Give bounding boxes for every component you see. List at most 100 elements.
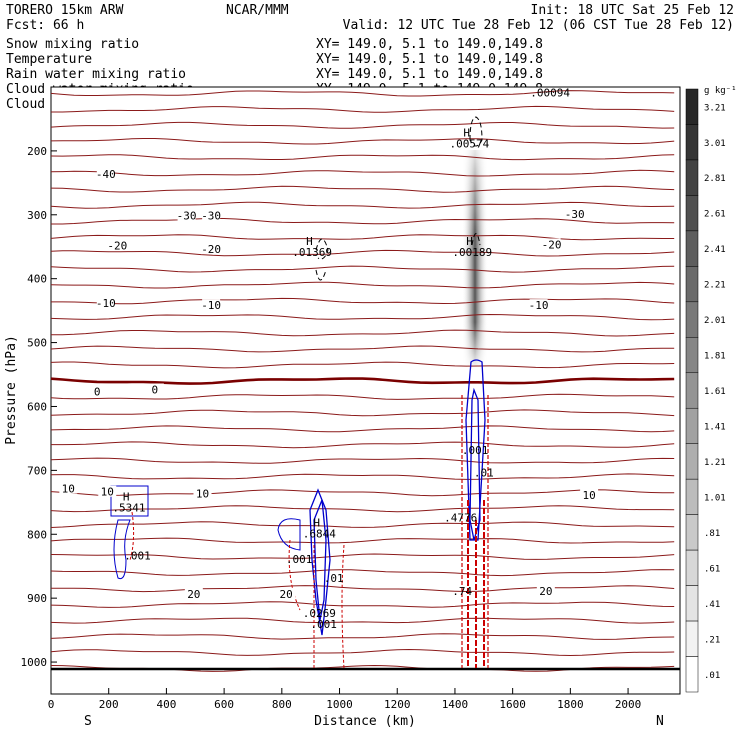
contour-label: 0	[94, 385, 101, 398]
contour-label: 0	[152, 384, 159, 397]
colorbar-swatch	[685, 549, 699, 586]
x-tick-label: 1200	[384, 698, 411, 711]
cloud-ice-contour-east	[471, 233, 481, 246]
extremum-value: .4776	[444, 511, 477, 524]
colorbar-swatch	[685, 301, 699, 338]
contour-label-bg	[277, 587, 296, 599]
contour-label-bg	[184, 587, 203, 599]
colorbar-label: 1.21	[704, 458, 726, 468]
y-tick-label: 300	[27, 209, 47, 222]
legend-xy: XY= 149.0, 5.1 to 149.0,149.8	[316, 52, 543, 67]
cloud-water-box-west	[110, 485, 149, 517]
colorbar-swatch	[685, 124, 699, 161]
contour-label-bg	[202, 299, 221, 311]
extremum-value: .001	[310, 618, 337, 631]
extremum-mark: H	[466, 235, 473, 248]
isotherm-line	[51, 457, 675, 464]
colorbar-label: 2.41	[704, 245, 726, 255]
extremum-mark: H	[463, 127, 470, 140]
colorbar-swatch	[685, 337, 699, 374]
contour-label: -20	[542, 238, 562, 251]
colorbar-swatch	[685, 88, 699, 125]
org-label: NCAR/MMM	[226, 3, 289, 18]
contour-label: -10	[201, 299, 221, 312]
isotherm-line	[51, 121, 675, 129]
extremum-value: .00094	[530, 86, 570, 99]
colorbar-label: 1.61	[704, 387, 726, 397]
isotherm-line	[51, 217, 675, 225]
contour-label-bg	[96, 297, 115, 309]
colorbar-label: 3.21	[704, 103, 726, 113]
isotherm-line	[51, 633, 675, 640]
isotherm-line	[51, 489, 675, 497]
extremum-value: .001	[462, 444, 489, 457]
y-tick-label: 200	[27, 145, 47, 158]
contour-label: 10	[582, 489, 595, 502]
isotherm-line	[51, 313, 675, 321]
colorbar-swatch	[685, 407, 699, 444]
x-tick-label: 1400	[442, 698, 469, 711]
isotherm-line	[51, 249, 675, 257]
contour-label: 10	[101, 486, 114, 499]
extremum-value: .01369	[292, 246, 332, 259]
contour-label: -40	[96, 168, 116, 181]
colorbar-swatch	[685, 585, 699, 622]
legend-xy: XY= 149.0, 5.1 to 149.0,149.8	[316, 37, 543, 52]
cloud-ice-contour-mid	[315, 238, 329, 281]
colorbar-label: 2.61	[704, 210, 726, 220]
contour-label-bg	[108, 239, 127, 251]
extremum-mark: H	[544, 75, 551, 88]
contour-label: -30	[177, 210, 197, 223]
isotherm-line	[51, 105, 675, 113]
cloud-water-contour-west	[113, 519, 131, 580]
contour-label-bg	[59, 482, 78, 494]
isotherm-line	[51, 425, 675, 433]
y-tick-label: 700	[27, 464, 47, 477]
colorbar-swatch	[685, 478, 699, 515]
isotherm-line	[51, 377, 675, 385]
contour-label: -20	[201, 243, 221, 256]
isotherm-line	[51, 521, 675, 528]
valid-label: Valid: 12 UTC Tue 28 Feb 12 (06 CST Tue …	[343, 18, 734, 33]
colorbar-label: .21	[704, 635, 720, 645]
extremum-value: .01	[324, 572, 344, 585]
colorbar-swatch	[685, 656, 699, 693]
contour-label: -30	[201, 210, 221, 223]
colorbar-swatch	[685, 620, 699, 657]
x-tick-label: 1800	[557, 698, 584, 711]
extremum-value: .001	[124, 550, 151, 563]
colorbar-swatch	[685, 443, 699, 480]
isotherm-line	[51, 601, 675, 608]
x-axis: 0 200 400 600 800 1000 1200 1400 1600 1800 2000	[48, 688, 641, 711]
contour-label: -20	[107, 240, 127, 253]
rain-contour-east-outer	[461, 395, 489, 668]
cloud-water-contour-mid-c	[313, 499, 327, 621]
x-tick-label: 800	[272, 698, 292, 711]
y-tick-label: 800	[27, 528, 47, 541]
contour-label-bg	[193, 487, 212, 499]
isotherm-line	[51, 90, 675, 97]
rain-contour-west	[129, 511, 135, 561]
isotherm-line	[51, 473, 675, 480]
extremum-value: .001	[286, 553, 313, 566]
model-label: TORERO 15km ARW	[6, 3, 124, 18]
contour-label-bg	[565, 207, 584, 219]
isotherm-line	[51, 409, 675, 417]
extrema-labels: H.00574H.01369H.00189H.00094.001.01H.534…	[112, 75, 570, 631]
y-tick-label: 400	[27, 273, 47, 286]
colorbar-label: .01	[704, 671, 720, 681]
y-tick-label: 1000	[21, 656, 48, 669]
isotherm-line	[51, 441, 675, 449]
isotherm-line	[51, 537, 675, 544]
y-axis-title: Pressure (hPa)	[4, 335, 19, 445]
colorbar-label: 1.81	[704, 352, 726, 362]
colorbar-label: 3.01	[704, 139, 726, 149]
extremum-value: .00189	[452, 246, 492, 259]
contour-label-bg	[96, 168, 115, 180]
isotherm-line	[51, 329, 675, 337]
colorbar-label: 1.01	[704, 493, 726, 503]
colorbar-swatch	[685, 195, 699, 232]
contour-label-bg	[529, 299, 548, 311]
extremum-value: .01	[474, 467, 494, 480]
